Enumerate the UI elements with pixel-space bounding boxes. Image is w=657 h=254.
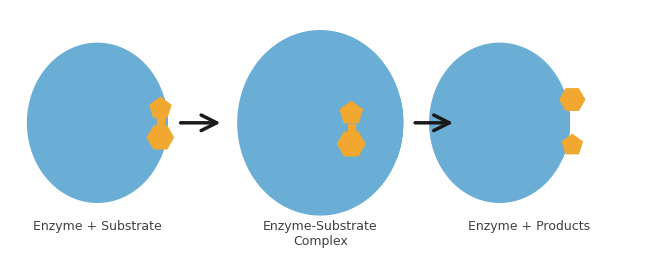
Text: Enzyme-Substrate
Complex: Enzyme-Substrate Complex (263, 220, 378, 248)
FancyBboxPatch shape (157, 118, 164, 128)
Polygon shape (338, 132, 365, 156)
Polygon shape (340, 102, 363, 123)
Polygon shape (560, 89, 585, 110)
Polygon shape (562, 135, 582, 154)
Text: Enzyme + Products: Enzyme + Products (468, 220, 590, 233)
Polygon shape (430, 43, 570, 202)
Polygon shape (150, 97, 171, 118)
Polygon shape (147, 126, 173, 149)
FancyBboxPatch shape (348, 124, 355, 133)
Polygon shape (238, 31, 403, 215)
Text: Enzyme + Substrate: Enzyme + Substrate (33, 220, 162, 233)
Polygon shape (28, 43, 167, 202)
